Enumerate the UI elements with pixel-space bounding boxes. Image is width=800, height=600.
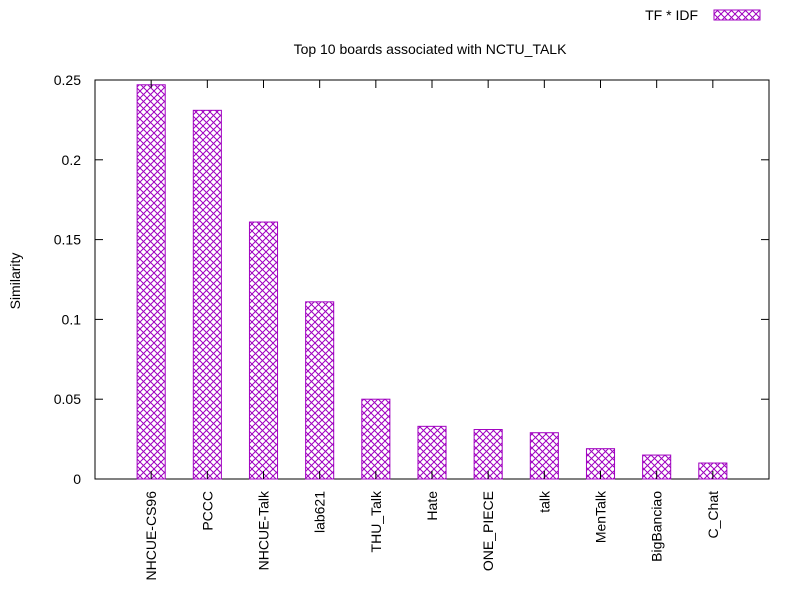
- x-tick-label: talk: [536, 490, 552, 513]
- y-tick-label: 0.2: [62, 152, 82, 168]
- x-axis: NHCUE-CS96 PCCC NHCUE-Talk lab621 THU_Talk Ha…: [143, 80, 721, 580]
- x-tick-label: BigBanciao: [649, 491, 665, 562]
- y-axis-label: Similarity: [7, 253, 23, 310]
- x-tick-label: lab621: [312, 491, 328, 533]
- x-tick-label: THU_Talk: [368, 490, 384, 552]
- y-tick-label: 0.05: [54, 391, 81, 407]
- legend-label: TF * IDF: [645, 7, 698, 23]
- bar: [136, 84, 166, 480]
- bar: [192, 109, 222, 480]
- bar: [305, 301, 335, 480]
- y-axis: 0 0.05 0.1 0.15 0.2 0.25: [54, 72, 769, 487]
- y-tick-label: 0.15: [54, 232, 81, 248]
- legend-swatch: [713, 9, 761, 21]
- x-tick-label: NHCUE-Talk: [256, 490, 272, 570]
- x-tick-label: NHCUE-CS96: [143, 491, 159, 581]
- bar: [361, 398, 391, 480]
- legend: TF * IDF: [645, 7, 761, 23]
- x-tick-label: C_Chat: [705, 491, 721, 539]
- x-tick-label: PCCC: [199, 491, 215, 531]
- bars: [136, 84, 728, 480]
- y-tick-label: 0.1: [62, 311, 82, 327]
- x-tick-label: ONE_PIECE: [480, 491, 496, 571]
- x-tick-label: MenTalk: [593, 490, 609, 543]
- y-tick-label: 0: [73, 471, 81, 487]
- x-tick-label: Hate: [424, 491, 440, 521]
- chart-title: Top 10 boards associated with NCTU_TALK: [294, 41, 568, 57]
- bar: [248, 221, 279, 480]
- y-tick-label: 0.25: [54, 72, 81, 88]
